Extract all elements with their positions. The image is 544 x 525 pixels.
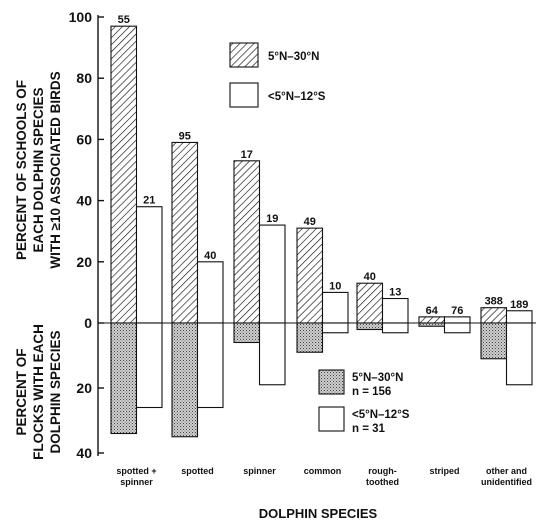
y-tick-label: 80 [76, 70, 92, 86]
bar-schools-5n-30n [418, 316, 446, 324]
data-label-5n-30n: 17 [241, 149, 253, 161]
data-label-5n-12s: 10 [329, 280, 341, 292]
bar-flocks-5n-30n [418, 322, 446, 327]
data-label-5n-30n: 40 [364, 271, 376, 283]
y-axis-title-schools: PERCENT OF SCHOOLS OF EACH DOLPHIN SPECIE… [14, 71, 63, 268]
bar-flocks-5n-30n [171, 322, 199, 438]
bar-flocks-5n-30n [480, 322, 508, 360]
legend-schools: 5°N–30°N <5°N–12°S [229, 42, 326, 108]
bar-schools-5n-30n [233, 160, 261, 324]
category-label: spotted + spinner [116, 466, 156, 487]
y-title-line: PERCENT OF [14, 348, 29, 435]
data-label-5n-12s: 189 [510, 299, 528, 311]
legend-swatch-hatched [229, 42, 259, 68]
bar-schools-5n-30n [480, 307, 508, 324]
bar-flocks-5n-12s [321, 322, 349, 334]
bar-schools-5n-12s [135, 206, 163, 324]
bar-schools-5n-30n [110, 25, 138, 324]
legend-swatch-stippled [318, 369, 345, 395]
bar-schools-5n-12s [196, 261, 224, 324]
category-label: common [304, 466, 342, 476]
bar-flocks-5n-12s [135, 322, 163, 409]
data-labels: 55 21 95 40 17 19 49 10 40 13 64 76 388 189 [118, 14, 529, 317]
legend-swatch-open [229, 82, 259, 108]
bar-flocks-5n-12s [258, 322, 286, 386]
data-label-5n-12s: 40 [204, 250, 216, 262]
y-axis-title-flocks: PERCENT OF FLOCKS WITH EACH DOLPHIN SPECIE… [14, 324, 63, 460]
bar-schools-5n-12s [505, 310, 533, 324]
category-label: striped [429, 466, 459, 476]
data-label-5n-30n: 388 [485, 296, 503, 308]
category-labels: spotted + spinner spotted spinner common roug… [116, 466, 532, 487]
data-label-5n-30n: 64 [426, 305, 439, 317]
bar-schools-5n-12s [443, 316, 471, 324]
category-label: spinner [243, 466, 276, 476]
legend-label: 5°N–30°N [268, 51, 319, 63]
legend-flocks: 5°N–30°N n = 156 <5°N–12°S n = 31 [318, 369, 410, 435]
y-tick-label: 20 [76, 254, 92, 270]
bar-flocks-5n-30n [110, 322, 138, 435]
y-title-line: FLOCKS WITH EACH [31, 324, 46, 460]
y-tick-label: 20 [76, 380, 92, 396]
legend-n: n = 31 [352, 423, 386, 435]
category-label: other and unidentified [481, 466, 532, 487]
y-title-line: DOLPHIN SPECIES [48, 330, 63, 453]
y-tick-label: 60 [76, 131, 92, 147]
bar-schools-5n-12s [321, 291, 349, 324]
category-label: rough-toothed [366, 466, 399, 487]
data-label-5n-30n: 55 [118, 14, 130, 26]
bar-schools-5n-30n [171, 141, 199, 324]
data-label-5n-12s: 19 [266, 213, 278, 225]
category-label: spotted [181, 466, 214, 476]
data-label-5n-30n: 95 [179, 130, 191, 142]
y-tick-label: 100 [69, 9, 93, 25]
data-label-5n-12s: 13 [389, 287, 401, 299]
bar-flocks-5n-12s [505, 322, 533, 386]
bar-flocks-5n-30n [233, 322, 261, 344]
bar-flocks-5n-30n [356, 322, 384, 331]
y-tick-label: 40 [76, 445, 92, 461]
y-title-line: WITH ≥10 ASSOCIATED BIRDS [48, 71, 63, 268]
y-tick-label: 0 [84, 315, 92, 331]
legend-label: <5°N–12°S [352, 409, 410, 421]
bar-schools-5n-30n [356, 282, 384, 324]
data-label-5n-30n: 49 [304, 216, 316, 228]
legend-n: n = 156 [352, 386, 391, 398]
bar-flocks-5n-12s [381, 322, 409, 334]
bar-flocks-5n-12s [443, 322, 471, 334]
y-title-line: PERCENT OF SCHOOLS OF [14, 80, 29, 260]
y-tick-label: 40 [76, 193, 92, 209]
y-title-line: EACH DOLPHIN SPECIES [31, 87, 46, 252]
axes: 100 80 60 40 20 0 20 40 [69, 9, 536, 461]
legend-label: 5°N–30°N [352, 372, 403, 384]
legend-label: <5°N–12°S [268, 91, 326, 103]
bar-flocks-5n-12s [196, 322, 224, 409]
x-axis-title: DOLPHIN SPECIES [259, 506, 378, 521]
bar-schools-5n-30n [296, 227, 324, 324]
data-label-5n-12s: 21 [143, 195, 155, 207]
bar-schools-5n-12s [258, 224, 286, 324]
legend-swatch-open [318, 406, 345, 432]
bars [110, 25, 533, 438]
bar-flocks-5n-30n [296, 322, 324, 353]
data-label-5n-12s: 76 [451, 305, 463, 317]
bar-schools-5n-12s [381, 297, 409, 324]
